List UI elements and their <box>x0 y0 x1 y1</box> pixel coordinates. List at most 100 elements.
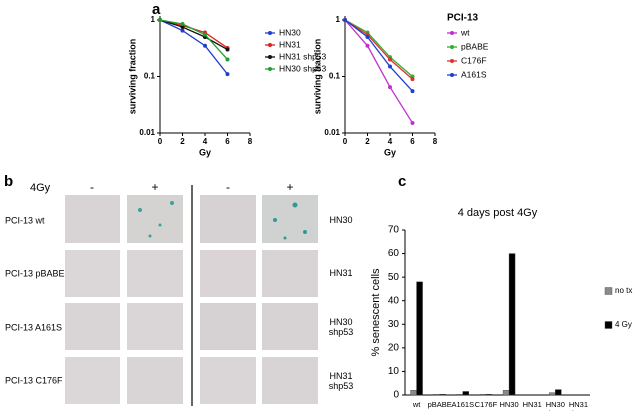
legend-label: wt <box>460 27 470 37</box>
row-label: HN30 <box>329 215 353 225</box>
legend-marker <box>450 45 454 49</box>
bar <box>416 281 423 396</box>
panel-label: c <box>398 173 406 190</box>
micrograph <box>262 250 318 297</box>
column-label: - <box>90 180 94 194</box>
data-point <box>343 18 347 22</box>
x-tick-label: 8 <box>248 137 253 146</box>
legend-label: C176F <box>461 55 487 65</box>
data-point <box>410 89 415 94</box>
stain <box>138 208 142 212</box>
panel-label: a <box>152 1 161 18</box>
bar <box>549 392 556 396</box>
y-tick-label: 0.01 <box>139 128 155 137</box>
micrograph <box>127 250 183 297</box>
data-point <box>203 32 207 37</box>
x-tick-label: 6 <box>410 137 415 146</box>
micrograph <box>127 303 183 350</box>
x-tick-label: HN31 <box>522 400 542 409</box>
x-tick-label: pBABE <box>427 400 452 409</box>
legend-title: PCI-13 <box>447 13 479 24</box>
legend-marker <box>268 55 272 59</box>
bar <box>410 390 417 396</box>
stain <box>148 234 152 238</box>
data-point <box>410 77 415 82</box>
legend-label: 4 Gy <box>615 320 632 329</box>
y-axis-label: surviving fraction <box>312 39 322 115</box>
column-label: + <box>151 180 158 194</box>
bar <box>433 394 440 396</box>
data-point <box>203 43 207 48</box>
row-label: PCI-13 wt <box>5 215 45 225</box>
y-tick-label: 1 <box>151 15 156 24</box>
x-tick-label: 4 <box>388 137 393 146</box>
micrograph <box>200 195 256 243</box>
x-tick-label: 2 <box>180 137 185 146</box>
bar <box>508 253 516 396</box>
x-axis-label: Gy <box>384 147 396 157</box>
y-tick-label: 0.01 <box>324 128 340 137</box>
stain <box>273 218 277 222</box>
y-tick-label: 30 <box>388 319 400 330</box>
bar <box>456 394 464 396</box>
legend-marker <box>450 31 454 35</box>
y-tick-label: 0 <box>393 390 399 401</box>
y-tick-label: 0.1 <box>329 72 341 81</box>
x-tick-label: 4 <box>203 137 208 146</box>
micrograph <box>65 250 120 297</box>
legend-swatch <box>604 287 613 295</box>
legend-marker <box>450 73 454 77</box>
stain <box>170 201 174 205</box>
bar <box>485 394 493 396</box>
data-point <box>388 57 392 62</box>
micrograph <box>200 250 256 297</box>
x-tick-label: wt <box>412 400 421 409</box>
data-point <box>180 21 185 26</box>
bar <box>555 389 562 396</box>
micrograph <box>262 357 318 404</box>
row-label: HN30 shp53 <box>328 317 354 337</box>
micrographs <box>65 185 318 406</box>
y-tick-label: 0.1 <box>144 72 156 81</box>
stain <box>158 223 162 227</box>
stain <box>303 230 307 234</box>
x-tick-label: HN30 shp53 <box>545 400 565 411</box>
micrograph <box>65 357 120 404</box>
legend-marker <box>450 59 454 63</box>
legend-label: no tx <box>615 286 632 295</box>
legend-marker <box>268 67 272 71</box>
data-point <box>388 64 392 69</box>
column-label: - <box>226 180 230 194</box>
micrograph <box>200 357 256 404</box>
data-point <box>365 35 370 40</box>
legend-label: HN30 <box>279 27 301 37</box>
data-point <box>388 85 392 90</box>
micrograph <box>127 195 183 243</box>
legend-label: HN30 shp53 <box>279 63 327 73</box>
micrograph <box>65 303 120 350</box>
data-point <box>365 43 370 48</box>
bar <box>462 391 470 396</box>
micrograph <box>127 357 183 404</box>
data-point <box>180 28 185 33</box>
row-label: PCI-13 A161S <box>5 322 62 332</box>
y-tick-label: 50 <box>388 272 400 283</box>
x-tick-label: HN30 <box>499 400 519 409</box>
legend-label: A161S <box>461 69 487 79</box>
x-tick-label: 2 <box>365 137 370 146</box>
micrograph <box>200 303 256 350</box>
series-line <box>344 19 413 80</box>
data-point <box>410 121 415 126</box>
legend-marker <box>268 43 272 47</box>
x-tick-label: A161S <box>451 400 475 409</box>
x-tick-label: 0 <box>158 137 163 146</box>
chart-title: 4 days post 4Gy <box>458 207 538 219</box>
data-point <box>225 57 230 62</box>
row-label: HN31 shp53 <box>328 371 354 391</box>
x-tick-label: HN31 shp53 <box>568 400 589 411</box>
x-tick-label: 6 <box>225 137 230 146</box>
bar <box>479 394 487 396</box>
row-label: HN31 <box>329 268 353 278</box>
